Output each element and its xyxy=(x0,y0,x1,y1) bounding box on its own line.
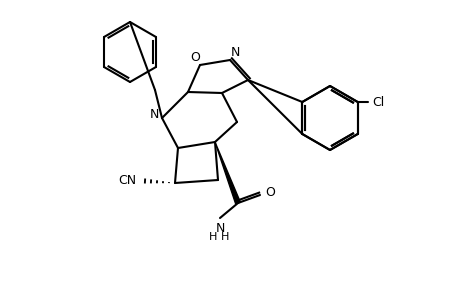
Text: O: O xyxy=(264,187,274,200)
Text: N: N xyxy=(230,46,239,59)
Text: N: N xyxy=(149,107,158,121)
Text: N: N xyxy=(215,221,224,235)
Text: H: H xyxy=(220,232,229,242)
Text: H: H xyxy=(208,232,217,242)
Text: Cl: Cl xyxy=(372,95,384,109)
Text: CN: CN xyxy=(118,175,136,188)
Text: O: O xyxy=(190,50,200,64)
Polygon shape xyxy=(214,142,240,204)
